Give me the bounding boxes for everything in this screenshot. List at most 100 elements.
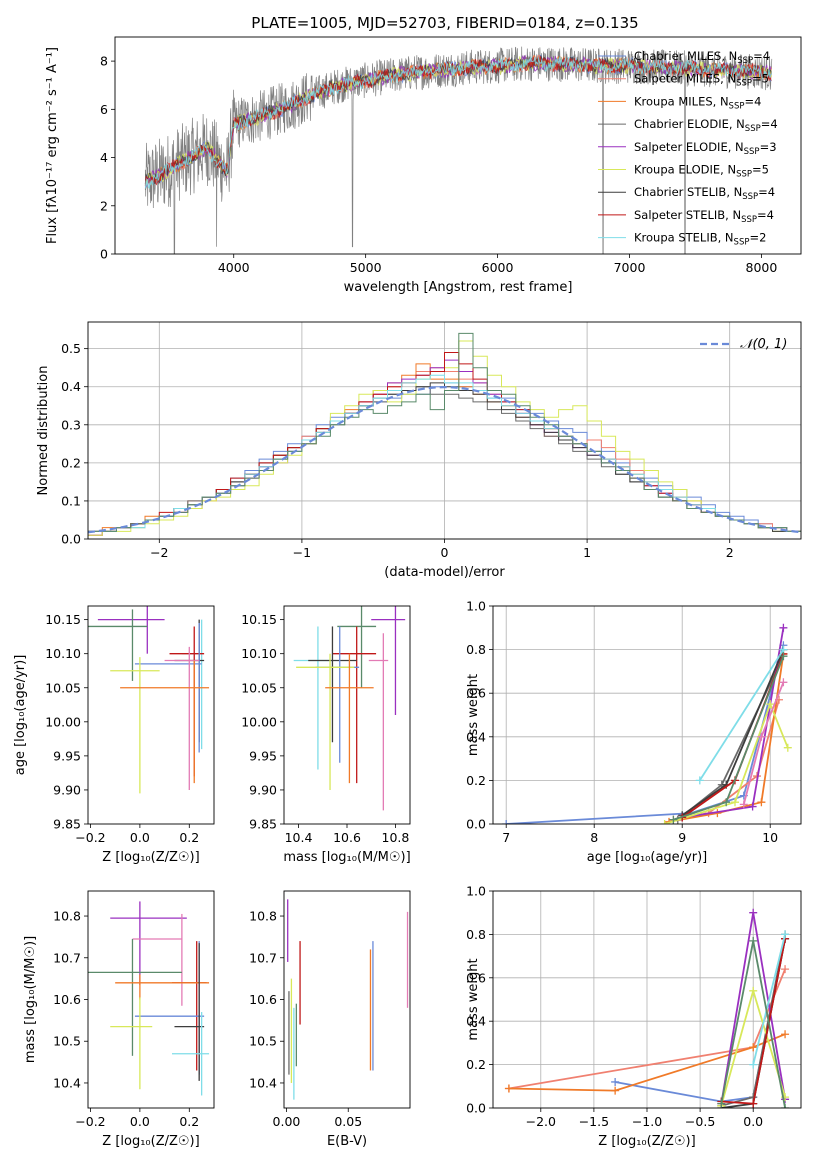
- y-tick-label: 10.5: [249, 1034, 277, 1049]
- spectrum-panel: 4000 5000 6000 7000 8000 0 2 4 6 8 wavelength [Ang…: [45, 36, 802, 295]
- x-tick-label: 10.4: [285, 830, 313, 845]
- x-tick-label: −0.5: [685, 1114, 715, 1129]
- plot-area: [88, 606, 210, 794]
- weight-series-line: [699, 649, 785, 781]
- legend-label-main: Salpeter STELIB, N: [634, 208, 741, 222]
- legend-label: Chabrier STELIB, NSSP=4: [634, 185, 775, 202]
- y-tick-label: 0.4: [466, 1014, 486, 1029]
- weight-vs-age-panel: 7 8 9 10 0.0 0.2 0.4 0.6 0.8 1.0 age [log₁₀(age/yr…: [466, 599, 802, 865]
- y-tick-label: 0.0: [466, 817, 486, 832]
- x-tick-label: 0.2: [179, 830, 199, 845]
- histogram-step-line: [88, 332, 801, 539]
- weight-point-marker: [757, 732, 766, 741]
- x-axis-label: mass [log₁₀(M/M☉)]: [283, 850, 410, 865]
- axes-frame: [283, 890, 411, 1109]
- x-tick-label: 0.0: [130, 830, 150, 845]
- weight-series-line: [682, 627, 785, 819]
- weight-point-marker: [766, 700, 775, 709]
- legend-label-main: Kroupa ELODIE, N: [634, 163, 736, 177]
- legend-label-suffix: =4: [758, 185, 775, 199]
- y-tick-label: 0.1: [61, 493, 81, 508]
- y-tick-label: 9.90: [53, 782, 81, 797]
- x-tick-label: 2: [726, 545, 734, 560]
- y-tick-label: 10.00: [45, 714, 81, 729]
- y-tick-label: 10.8: [249, 909, 277, 924]
- weight-vs-metallicity-panel: −2.0 −1.5 −1.0 −0.5 0.0 0.0 0.2 0.4 0.6 0.8 1.0 Z […: [466, 884, 802, 1149]
- plot-area: [287, 899, 409, 1100]
- axes-frame: [492, 890, 802, 1109]
- legend-label-subscript: SSP: [745, 124, 761, 134]
- y-tick-label: 1.0: [466, 599, 486, 614]
- legend-label-subscript: SSP: [741, 215, 757, 225]
- y-tick-label: 0.4: [466, 729, 486, 744]
- x-tick-label: 4000: [218, 260, 250, 275]
- age-vs-metallicity-panel: −0.2 0.0 0.2 9.85 9.90 9.95 10.00 10.05 10.10 10.…: [13, 605, 215, 865]
- x-tick-label: 10.6: [333, 830, 361, 845]
- legend-label-suffix: =5: [752, 163, 769, 177]
- y-tick-label: 10.10: [45, 646, 81, 661]
- x-axis-label: age [log₁₀(age/yr)]: [587, 850, 708, 865]
- weight-point-marker: [779, 678, 788, 687]
- x-tick-label: 5000: [350, 260, 382, 275]
- weight-point-marker: [722, 798, 731, 807]
- x-tick-label: 0.0: [743, 1114, 763, 1129]
- y-axis-label: mass weight: [466, 674, 481, 756]
- x-axis-label: (data-model)/error: [384, 565, 505, 580]
- y-tick-label: 0.2: [466, 1057, 486, 1072]
- y-tick-label: 8: [100, 54, 108, 69]
- y-tick-label: 0: [100, 247, 108, 262]
- plot-area: [502, 623, 792, 824]
- legend-label: Salpeter MILES, NSSP=5: [634, 72, 769, 89]
- weight-point-marker: [504, 1084, 513, 1093]
- y-tick-label: 9.85: [249, 817, 277, 832]
- legend-label-subscript: SSP: [742, 192, 758, 202]
- legend-label: Kroupa STELIB, NSSP=2: [634, 231, 766, 248]
- legend-label-suffix: =3: [760, 140, 777, 154]
- legend-label-subscript: SSP: [737, 56, 753, 66]
- mass-vs-metallicity-panel: −0.2 0.0 0.2 10.4 10.5 10.6 10.7 10.8 Z [log₁₀(Z…: [23, 890, 215, 1149]
- x-tick-label: −2: [150, 545, 168, 560]
- y-tick-label: 0.6: [466, 686, 486, 701]
- weight-point-marker: [611, 1086, 620, 1095]
- y-tick-label: 0.4: [61, 379, 81, 394]
- weight-series-line: [664, 701, 789, 824]
- weight-point-marker: [611, 1077, 620, 1086]
- x-tick-label: 1: [583, 545, 591, 560]
- x-tick-label: 10: [762, 830, 778, 845]
- y-tick-label: 4: [100, 150, 108, 165]
- axes-frame: [87, 605, 215, 825]
- legend-label-subscript: SSP: [744, 147, 760, 157]
- legend-label-main: Salpeter ELODIE, N: [634, 140, 744, 154]
- age-vs-mass-panel: 10.4 10.6 10.8 9.85 9.90 9.95 10.00 10.05 10.10 1…: [241, 605, 411, 865]
- legend-label-suffix: =4: [757, 208, 774, 222]
- legend-label-suffix: =4: [744, 94, 761, 108]
- y-tick-label: 10.15: [241, 612, 277, 627]
- mass-vs-extinction-panel: 0.00 0.05 10.4 10.5 10.6 10.7 10.8 E(B-V): [249, 890, 411, 1149]
- y-tick-label: 2: [100, 198, 108, 213]
- weight-point-marker: [669, 815, 678, 824]
- y-tick-label: 0.3: [61, 417, 81, 432]
- legend-label: Salpeter ELODIE, NSSP=3: [634, 140, 777, 157]
- x-tick-label: 0.2: [179, 1114, 199, 1129]
- plot-area: [504, 908, 790, 1108]
- legend-label-subscript: SSP: [736, 79, 752, 89]
- y-tick-label: 0.2: [61, 455, 81, 470]
- weight-point-marker: [779, 623, 788, 632]
- legend-label-suffix: =4: [753, 49, 770, 63]
- weight-point-marker: [779, 652, 788, 661]
- legend-label-main: Salpeter MILES, N: [634, 72, 736, 86]
- weight-point-marker: [749, 936, 758, 945]
- x-axis-label: wavelength [Angstrom, rest frame]: [344, 280, 573, 295]
- x-tick-label: 6000: [482, 260, 514, 275]
- axes-frame: [87, 890, 215, 1109]
- weight-point-marker: [781, 1104, 790, 1108]
- weight-series-line: [673, 655, 785, 821]
- x-tick-label: −0.2: [75, 830, 105, 845]
- axes-frame: [283, 605, 411, 825]
- x-tick-label: −0.2: [75, 1114, 105, 1129]
- legend-label: Chabrier MILES, NSSP=4: [634, 49, 770, 66]
- weight-point-marker: [783, 743, 792, 752]
- x-tick-label: −1.5: [579, 1114, 609, 1129]
- y-tick-label: 10.4: [53, 1075, 81, 1090]
